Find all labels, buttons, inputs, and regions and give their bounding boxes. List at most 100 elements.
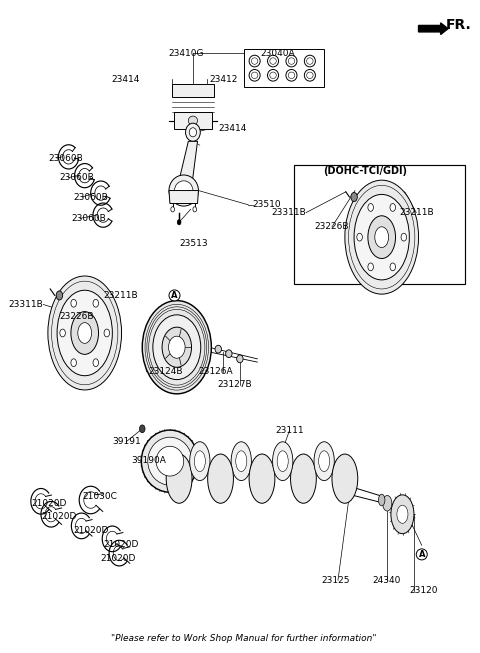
Ellipse shape [397, 505, 408, 523]
Text: "Please refer to Work Shop Manual for further information": "Please refer to Work Shop Manual for fu… [111, 634, 376, 643]
Circle shape [60, 329, 65, 337]
Circle shape [368, 204, 373, 212]
Ellipse shape [270, 72, 276, 78]
Text: 23111: 23111 [276, 426, 304, 435]
Text: FR.: FR. [446, 18, 472, 32]
Ellipse shape [267, 56, 278, 67]
Text: A: A [171, 291, 178, 300]
Polygon shape [169, 191, 198, 204]
Text: 23127B: 23127B [217, 380, 252, 389]
Ellipse shape [169, 175, 198, 206]
Ellipse shape [231, 441, 252, 481]
Ellipse shape [48, 276, 121, 390]
Ellipse shape [304, 69, 315, 81]
Ellipse shape [237, 355, 243, 363]
Ellipse shape [208, 454, 233, 503]
Text: A: A [419, 550, 425, 559]
Circle shape [93, 299, 98, 307]
Text: 24340: 24340 [372, 576, 400, 585]
Text: 23125: 23125 [322, 576, 350, 585]
Circle shape [357, 233, 362, 241]
Text: 39191: 39191 [112, 438, 141, 446]
Ellipse shape [156, 446, 184, 476]
Text: 23410G: 23410G [168, 49, 204, 57]
Ellipse shape [286, 69, 297, 81]
Text: 23311B: 23311B [9, 300, 43, 309]
Text: 23510: 23510 [253, 200, 281, 209]
Ellipse shape [354, 195, 409, 280]
Ellipse shape [273, 441, 293, 481]
Text: 23226B: 23226B [60, 311, 94, 321]
Circle shape [140, 425, 145, 433]
Text: 23060B: 23060B [71, 214, 106, 223]
Text: 23211B: 23211B [103, 291, 138, 300]
Ellipse shape [288, 72, 295, 78]
Ellipse shape [194, 451, 205, 471]
Circle shape [193, 207, 197, 212]
Text: 23120: 23120 [409, 586, 437, 595]
Text: 21020D: 21020D [73, 526, 108, 535]
Circle shape [71, 299, 76, 307]
Ellipse shape [190, 441, 210, 481]
Circle shape [171, 207, 175, 212]
Ellipse shape [249, 56, 260, 67]
Ellipse shape [307, 58, 313, 64]
Ellipse shape [226, 350, 232, 358]
Circle shape [351, 193, 357, 202]
FancyArrow shape [419, 23, 448, 35]
Ellipse shape [236, 451, 247, 471]
Ellipse shape [189, 128, 197, 136]
Text: 23412: 23412 [209, 74, 238, 84]
Ellipse shape [188, 116, 198, 125]
Ellipse shape [215, 345, 221, 353]
Circle shape [390, 204, 396, 212]
Text: 39190A: 39190A [132, 456, 167, 465]
Text: 23060B: 23060B [60, 173, 94, 182]
Ellipse shape [249, 69, 260, 81]
Ellipse shape [166, 454, 192, 503]
Ellipse shape [368, 215, 396, 259]
Text: 21020D: 21020D [103, 539, 139, 549]
Ellipse shape [141, 430, 198, 492]
Circle shape [104, 329, 109, 337]
Ellipse shape [168, 336, 185, 358]
Ellipse shape [267, 69, 278, 81]
Ellipse shape [383, 496, 392, 511]
Text: 21020D: 21020D [100, 554, 135, 563]
Ellipse shape [277, 451, 288, 471]
Text: 23513: 23513 [179, 239, 208, 248]
Text: 23060B: 23060B [73, 193, 108, 202]
Text: 21030C: 21030C [83, 492, 117, 501]
Ellipse shape [249, 454, 275, 503]
Ellipse shape [162, 327, 192, 367]
Text: 23060B: 23060B [48, 153, 83, 163]
Circle shape [401, 233, 407, 241]
Ellipse shape [286, 56, 297, 67]
Ellipse shape [186, 123, 200, 141]
Ellipse shape [375, 227, 389, 247]
Polygon shape [178, 141, 198, 194]
Ellipse shape [142, 300, 211, 394]
Text: 23311B: 23311B [272, 208, 306, 217]
Text: (DOHC-TCI/GDI): (DOHC-TCI/GDI) [324, 166, 408, 176]
Circle shape [56, 291, 62, 300]
Polygon shape [174, 112, 212, 129]
Circle shape [177, 219, 181, 225]
Ellipse shape [332, 454, 358, 503]
Ellipse shape [252, 72, 258, 78]
Text: 23414: 23414 [218, 124, 247, 133]
Ellipse shape [175, 181, 193, 200]
Text: 21020D: 21020D [41, 513, 76, 521]
Ellipse shape [71, 311, 98, 355]
Text: 23124B: 23124B [148, 368, 182, 376]
Ellipse shape [304, 56, 315, 67]
Text: 23414: 23414 [111, 74, 140, 84]
Text: 23211B: 23211B [399, 208, 433, 217]
Circle shape [71, 358, 76, 366]
Ellipse shape [270, 58, 276, 64]
Ellipse shape [288, 58, 295, 64]
Ellipse shape [307, 72, 313, 78]
Text: 21020D: 21020D [32, 500, 67, 509]
Circle shape [93, 358, 98, 366]
Text: 23226B: 23226B [315, 222, 349, 231]
